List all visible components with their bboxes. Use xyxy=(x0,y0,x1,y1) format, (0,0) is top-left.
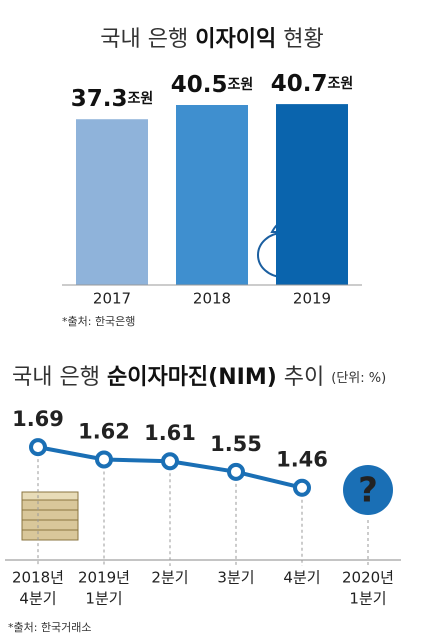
point xyxy=(95,450,113,469)
value: 40.5 xyxy=(171,72,228,98)
bar xyxy=(276,104,348,285)
bar xyxy=(176,105,248,285)
value-label: 1.61 xyxy=(144,421,196,445)
title-part: 국내 은행 xyxy=(12,365,100,390)
x-tick-label: 2분기 xyxy=(151,569,188,587)
value-label: 1.69 xyxy=(12,407,64,431)
value-unit: 조원 xyxy=(227,77,253,93)
annotation-badge xyxy=(343,465,393,515)
x-tick-label: 3분기 xyxy=(217,569,254,587)
title-part: 추이 xyxy=(284,365,324,390)
x-tick-label: 1분기 xyxy=(349,590,386,608)
x-tick-label: 2017 xyxy=(93,290,131,308)
value-label: 40.5조원 xyxy=(171,72,254,98)
value-label: 37.3조원 xyxy=(71,86,154,112)
x-tick-label: 1분기 xyxy=(85,590,122,608)
x-tick-label: 2018 xyxy=(193,290,231,308)
annotation: ? xyxy=(358,471,378,511)
money-stack-icon xyxy=(21,491,79,541)
source: *출처: 한국은행 xyxy=(62,315,135,328)
value-label: 1.62 xyxy=(78,419,130,443)
x-tick-label: 2019 xyxy=(293,290,331,308)
chart-title: 국내 은행 순이자마진(NIM) 추이 (단위: %) xyxy=(12,365,386,390)
value: 40.7 xyxy=(271,71,328,97)
title-part: 이자이익 xyxy=(195,27,276,52)
x-tick-label: 4분기 xyxy=(283,569,320,587)
point xyxy=(29,438,47,457)
unit-note: (단위: %) xyxy=(331,371,386,386)
title-part: 순이자마진(NIM) xyxy=(107,365,277,390)
value-label: 40.7조원 xyxy=(271,71,354,97)
value: 37.3 xyxy=(71,86,128,112)
value-unit: 조원 xyxy=(127,91,153,107)
point xyxy=(161,452,179,471)
x-tick-label: 2019년 xyxy=(78,569,130,587)
bar xyxy=(76,119,148,285)
point xyxy=(293,478,311,497)
source: *출처: 한국거래소 xyxy=(8,621,92,634)
chart-title: 국내 은행 이자이익 현황 xyxy=(100,27,323,52)
title-part: 현황 xyxy=(283,27,323,52)
value-label: 1.46 xyxy=(276,448,328,472)
x-tick-label: 4분기 xyxy=(19,590,56,608)
x-tick-label: 2018년 xyxy=(12,569,64,587)
x-tick-label: 2020년 xyxy=(342,569,394,587)
title-part: 국내 은행 xyxy=(100,27,188,52)
value-label: 1.55 xyxy=(210,432,262,456)
value-unit: 조원 xyxy=(327,76,353,92)
point xyxy=(227,462,245,481)
